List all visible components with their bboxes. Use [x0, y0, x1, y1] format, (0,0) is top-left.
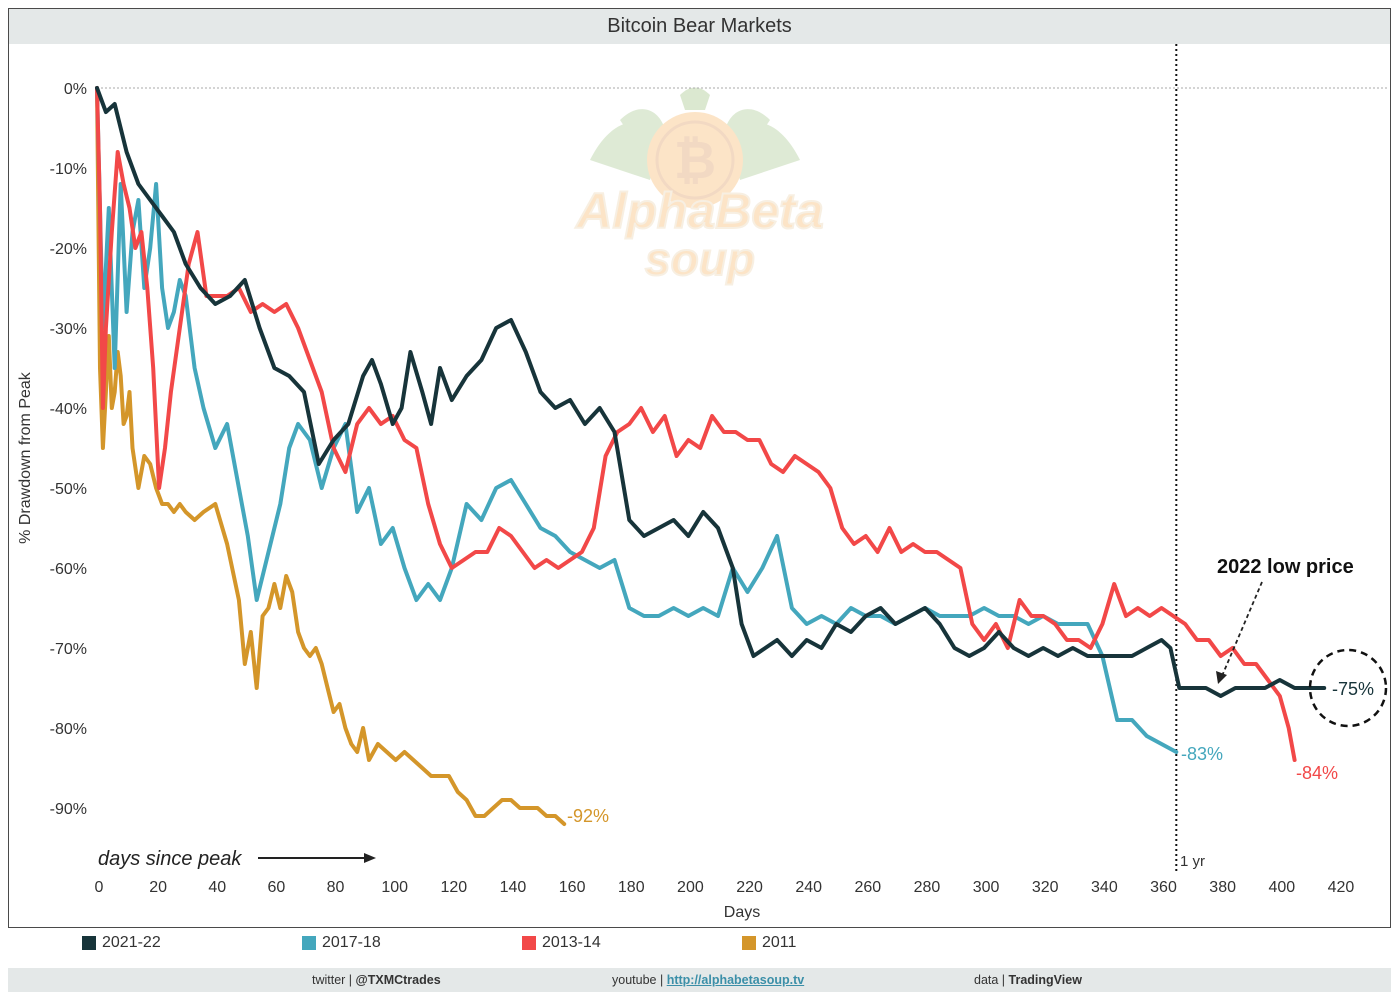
footer-twitter-prefix: twitter | — [312, 973, 356, 987]
grid-lines — [97, 44, 1388, 872]
twitter-handle[interactable]: @TXMCtrades — [355, 973, 441, 987]
x-tick-label: 160 — [559, 879, 586, 896]
annotation-days-since-peak: days since peak — [98, 848, 376, 870]
footer-data-prefix: data | — [974, 973, 1009, 987]
watermark-line2: soup — [645, 233, 755, 285]
y-tick-label: -30% — [50, 321, 87, 338]
low-price-text: 2022 low price — [1217, 556, 1354, 578]
days-since-peak-text: days since peak — [98, 848, 242, 870]
one-year-label: 1 yr — [1180, 853, 1205, 870]
chart-title: Bitcoin Bear Markets — [9, 9, 1390, 44]
x-tick-label: 180 — [618, 879, 645, 896]
x-tick-label: 320 — [1032, 879, 1059, 896]
footer-youtube-prefix: youtube | — [612, 973, 667, 987]
x-tick-label: 420 — [1328, 879, 1355, 896]
end-label-2011: -92% — [567, 806, 609, 826]
svg-text:₿: ₿ — [674, 132, 716, 190]
annotation-2022-low: 2022 low price — [1216, 556, 1354, 684]
x-tick-label: 220 — [736, 879, 763, 896]
legend-item-2011: 2011 — [742, 934, 796, 952]
x-tick-label: 360 — [1150, 879, 1177, 896]
x-tick-label: 340 — [1091, 879, 1118, 896]
x-tick-label: 240 — [795, 879, 822, 896]
x-tick-label: 300 — [973, 879, 1000, 896]
legend-swatch — [82, 936, 96, 950]
end-highlight-circle — [1308, 648, 1388, 728]
end-label-2021-22: -75% — [1332, 679, 1374, 699]
youtube-link[interactable]: http://alphabetasoup.tv — [666, 973, 805, 987]
x-axis-title: Days — [724, 904, 760, 921]
x-tick-label: 20 — [149, 879, 167, 896]
y-tick-label: -60% — [50, 561, 87, 578]
x-tick-label: 280 — [914, 879, 941, 896]
axes: 0% -10% -20% -30% -40% -50% -60% -70% -80% -90% 0 2… — [17, 81, 1354, 921]
legend-swatch — [522, 936, 536, 950]
y-tick-label: -10% — [50, 161, 87, 178]
y-tick-label: -70% — [50, 641, 87, 658]
data-source: TradingView — [1008, 973, 1082, 987]
legend-label: 2013-14 — [542, 934, 601, 951]
arrow-right-icon — [364, 853, 376, 863]
y-tick-label: 0% — [64, 81, 87, 98]
series-line-2011 — [95, 86, 567, 826]
x-tick-label: 380 — [1209, 879, 1236, 896]
x-tick-label: 140 — [500, 879, 527, 896]
x-tick-label: 200 — [677, 879, 704, 896]
legend-label: 2021-22 — [102, 934, 161, 951]
legend-item-2021-22: 2021-22 — [82, 934, 161, 952]
legend-label: 2011 — [762, 934, 797, 951]
x-tick-label: 120 — [440, 879, 467, 896]
legend: 2021-22 2017-18 2013-14 2011 — [0, 934, 1400, 960]
end-label-2013-14: -84% — [1296, 763, 1338, 783]
legend-item-2017-18: 2017-18 — [302, 934, 381, 952]
y-tick-label: -20% — [50, 241, 87, 258]
y-axis-title: % Drawdown from Peak — [17, 371, 34, 544]
x-tick-label: 80 — [327, 879, 345, 896]
footer-twitter: twitter | @TXMCtrades — [312, 973, 441, 987]
series-line-2021-22 — [95, 86, 1327, 698]
y-tick-label: -50% — [50, 481, 87, 498]
footer-youtube: youtube | http://alphabetasoup.tv — [612, 973, 804, 987]
alphabetasoup-logo-watermark: ₿ AlphaBeta soup — [573, 87, 825, 286]
legend-label: 2017-18 — [322, 934, 381, 951]
legend-swatch — [302, 936, 316, 950]
legend-item-2013-14: 2013-14 — [522, 934, 601, 952]
x-tick-label: 0 — [95, 879, 104, 896]
x-tick-label: 260 — [854, 879, 881, 896]
y-tick-label: -40% — [50, 401, 87, 418]
x-tick-label: 400 — [1268, 879, 1295, 896]
end-label-2017-18: -83% — [1181, 744, 1223, 764]
series-line-2013-14 — [95, 86, 1297, 762]
y-tick-label: -90% — [50, 801, 87, 818]
footer: twitter | @TXMCtrades youtube | http://a… — [8, 968, 1391, 992]
x-tick-label: 40 — [208, 879, 226, 896]
footer-data: data | TradingView — [974, 973, 1082, 987]
series-lines — [95, 86, 1327, 826]
x-tick-label: 100 — [381, 879, 408, 896]
x-tick-label: 60 — [268, 879, 286, 896]
arrow-down-icon — [1216, 671, 1227, 684]
legend-swatch — [742, 936, 756, 950]
watermark-line1: AlphaBeta — [574, 183, 823, 239]
y-tick-label: -80% — [50, 721, 87, 738]
chart-frame: Bitcoin Bear Markets — [8, 8, 1391, 928]
chart-plot-area: ₿ AlphaBeta soup 0% -10% -20% -30% -40% -50% -… — [17, 44, 1388, 921]
low-price-arrow-line — [1221, 581, 1263, 677]
